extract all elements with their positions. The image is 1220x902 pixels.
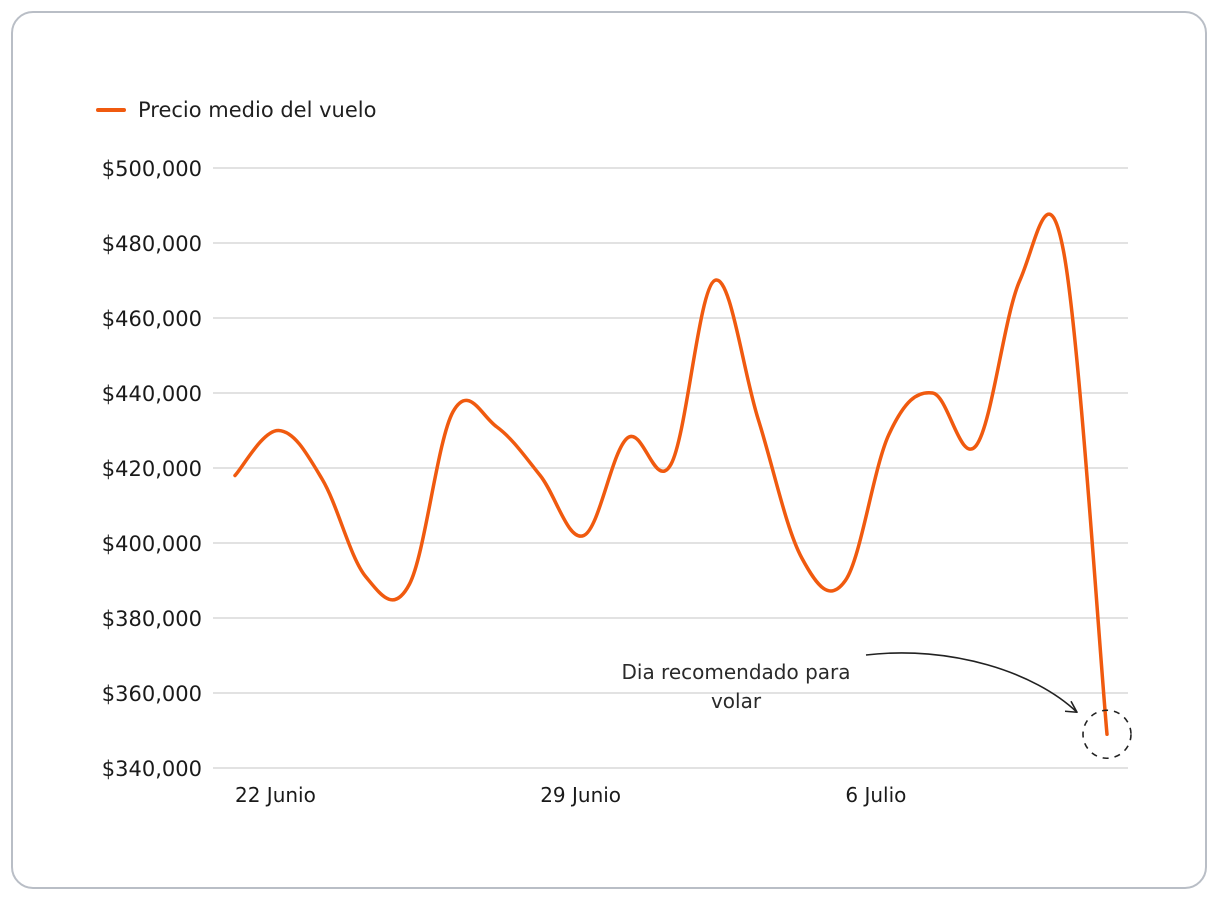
legend-label: Precio medio del vuelo — [138, 98, 377, 122]
x-tick-label: 22 Junio — [235, 783, 316, 807]
y-tick-label: $340,000 — [102, 757, 202, 781]
y-tick-label: $440,000 — [102, 382, 202, 406]
y-tick-label: $380,000 — [102, 607, 202, 631]
legend-swatch — [96, 108, 126, 112]
y-tick-label: $360,000 — [102, 682, 202, 706]
series-line — [233, 212, 1109, 736]
x-tick-label: 29 Junio — [540, 783, 621, 807]
y-tick-label: $460,000 — [102, 307, 202, 331]
y-tick-label: $420,000 — [102, 457, 202, 481]
annotation-arrow — [865, 652, 1078, 713]
legend: Precio medio del vuelo — [96, 98, 376, 122]
highlight-circle — [1082, 709, 1132, 760]
chart-card — [11, 11, 1207, 889]
arrow-head — [1064, 700, 1078, 714]
y-tick-label: $500,000 — [102, 157, 202, 181]
y-tick-label: $400,000 — [102, 532, 202, 556]
y-tick-label: $480,000 — [102, 232, 202, 256]
annotation-line-2: volar — [710, 689, 762, 713]
annotation-line-1: Dia recomendado para — [621, 660, 851, 684]
annotation-text: Dia recomendado para volar — [596, 658, 876, 716]
x-tick-label: 6 Julio — [845, 783, 906, 807]
